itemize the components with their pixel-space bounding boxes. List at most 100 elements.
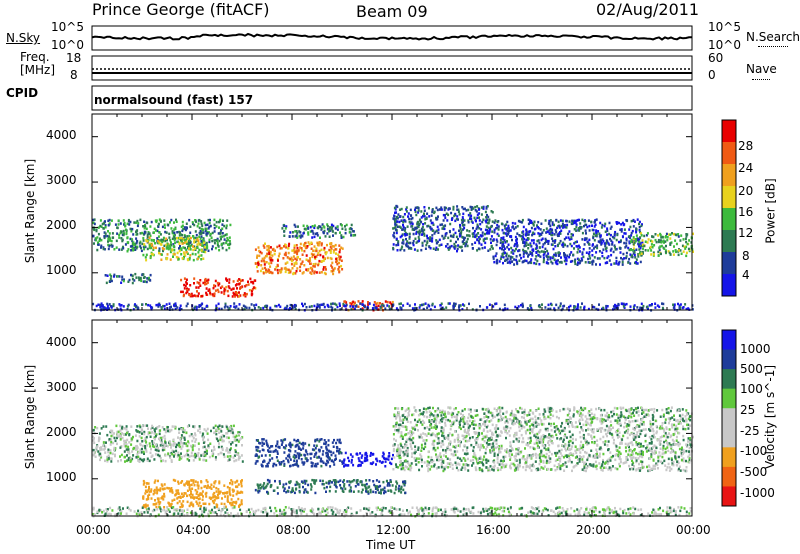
echo-cell	[100, 427, 103, 430]
echo-cell	[526, 307, 529, 310]
echo-cell	[574, 260, 576, 263]
echo-cell	[542, 229, 545, 232]
echo-cell	[133, 243, 136, 246]
echo-cell	[227, 451, 230, 454]
echo-cell	[192, 436, 195, 440]
echo-cell	[640, 254, 643, 257]
echo-cell	[598, 232, 601, 235]
echo-cell	[318, 450, 321, 453]
echo-cell	[583, 243, 586, 246]
echo-cell	[625, 237, 628, 240]
echo-cell	[438, 244, 441, 247]
echo-cell	[426, 234, 428, 238]
echo-cell	[582, 255, 585, 259]
echo-cell	[392, 453, 394, 457]
echo-cell	[284, 227, 287, 230]
echo-cell	[285, 268, 288, 271]
echo-cell	[571, 233, 574, 237]
echo-cell	[260, 251, 263, 255]
echo-cell	[355, 305, 358, 308]
echo-cell	[563, 252, 565, 255]
echo-cell	[456, 249, 458, 253]
echo-cell	[618, 221, 620, 225]
echo-cell	[238, 283, 241, 286]
echo-cell	[272, 450, 275, 453]
echo-cell	[318, 241, 321, 245]
echo-cell	[676, 419, 679, 422]
echo-cell	[380, 492, 382, 495]
echo-cell	[314, 480, 317, 483]
echo-cell	[151, 442, 154, 445]
echo-cell	[336, 262, 339, 266]
echo-cell	[125, 231, 128, 234]
echo-cell	[220, 243, 223, 246]
echo-cell	[107, 457, 110, 461]
echo-cell	[95, 238, 98, 242]
echo-cell	[407, 241, 410, 245]
echo-cell	[389, 489, 392, 492]
echo-cell	[261, 438, 264, 441]
echo-cell	[131, 238, 133, 241]
echo-cell	[317, 263, 320, 267]
echo-cell	[197, 494, 200, 497]
echo-cell	[591, 263, 594, 266]
echo-cell	[228, 489, 231, 492]
echo-cell	[574, 258, 577, 261]
echo-cell	[193, 444, 196, 447]
echo-cell	[473, 216, 476, 220]
echo-cell	[295, 444, 298, 447]
echo-cell	[677, 249, 680, 252]
echo-cell	[144, 444, 147, 448]
echo-cell	[97, 232, 100, 236]
echo-cell	[398, 225, 401, 228]
echo-cell	[448, 207, 451, 210]
echo-cell	[331, 306, 334, 310]
echo-cell	[171, 499, 174, 502]
echo-cell	[177, 480, 180, 483]
echo-cell	[587, 261, 590, 264]
echo-cell	[107, 224, 110, 227]
echo-cell	[336, 305, 339, 309]
echo-cell	[153, 503, 156, 506]
echo-cell	[632, 305, 635, 308]
echo-cell	[530, 306, 533, 310]
echo-cell	[325, 251, 328, 254]
echo-cell	[191, 446, 194, 449]
echo-cell	[352, 305, 354, 308]
echo-cell	[610, 239, 613, 242]
echo-cell	[183, 277, 186, 280]
echo-cell	[284, 438, 287, 441]
echo-cell	[490, 241, 492, 244]
echo-cell	[201, 307, 204, 310]
echo-cell	[320, 457, 323, 460]
echo-cell	[206, 449, 208, 453]
echo-cell	[99, 446, 102, 450]
echo-cell	[161, 495, 164, 498]
echo-cell	[190, 292, 193, 296]
echo-cell	[600, 408, 603, 412]
echo-cell	[276, 264, 279, 268]
echo-cell	[488, 218, 491, 221]
echo-cell	[420, 248, 423, 252]
echo-cell	[132, 248, 135, 251]
echo-cell	[519, 220, 522, 223]
echo-cell	[159, 487, 162, 490]
echo-cell	[250, 280, 253, 284]
echo-cell	[638, 462, 640, 466]
echo-cell	[233, 293, 236, 296]
echo-cell	[632, 467, 635, 471]
echo-cell	[323, 229, 326, 233]
echo-cell	[188, 434, 191, 438]
echo-cell	[611, 243, 614, 246]
echo-cell	[431, 237, 434, 240]
echo-cell	[141, 428, 144, 431]
echo-cell	[109, 443, 112, 446]
echo-cell	[129, 220, 132, 224]
echo-cell	[226, 497, 229, 500]
echo-cell	[129, 457, 132, 460]
echo-cell	[294, 450, 297, 453]
echo-cell	[549, 413, 552, 416]
echo-cell	[139, 276, 142, 280]
echo-cell	[179, 495, 182, 498]
echo-cell	[677, 233, 680, 236]
